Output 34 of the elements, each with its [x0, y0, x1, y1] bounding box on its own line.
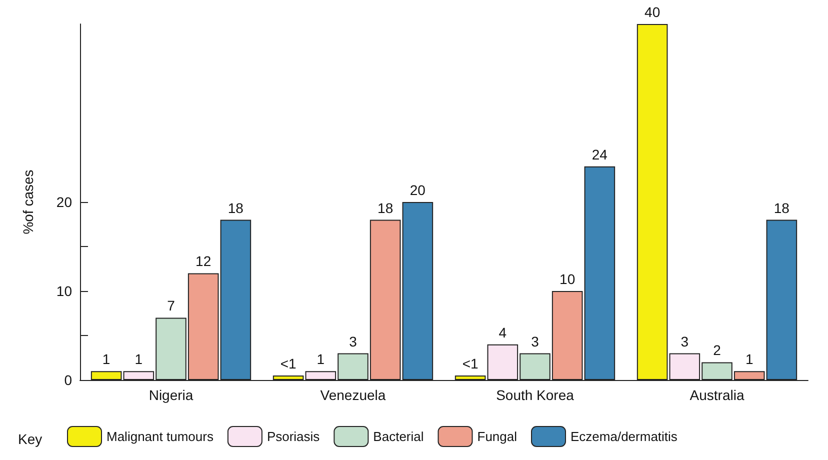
data-label: 1 [134, 351, 143, 368]
data-label: 2 [713, 342, 722, 358]
data-label: 20 [410, 182, 426, 198]
data-label: 3 [349, 333, 358, 350]
legend-label: Eczema/dermatitis [570, 429, 678, 444]
data-label: 1 [745, 351, 754, 368]
data-label: 40 [644, 4, 660, 20]
data-label: 4 [498, 324, 507, 340]
data-label: 18 [378, 200, 394, 216]
x-tick-label: Nigeria [148, 387, 194, 403]
data-label: 1 [316, 351, 325, 368]
data-label: 24 [592, 146, 608, 162]
legend-label: Malignant tumours [106, 429, 214, 444]
data-label: 7 [167, 298, 176, 314]
x-tick-label: South Korea [496, 387, 574, 403]
y-tick-label: 10 [56, 283, 72, 299]
data-label: 10 [560, 271, 576, 287]
data-label: 12 [196, 253, 212, 270]
legend-label: Psoriasis [266, 429, 320, 444]
x-tick-label: Australia [690, 387, 744, 403]
y-tick-label: 0 [64, 372, 72, 388]
data-label: <1 [462, 356, 479, 372]
legend-title: Key [18, 431, 42, 447]
y-axis-title: %of cases [20, 170, 36, 234]
data-label: <1 [280, 356, 297, 372]
data-label: 18 [774, 200, 790, 216]
data-label: 18 [228, 200, 244, 216]
data-label: 1 [102, 351, 110, 368]
x-tick-label: Venezuela [320, 387, 386, 403]
legend-label: Fungal [477, 429, 518, 444]
data-label: 3 [531, 333, 540, 350]
data-label: 3 [680, 333, 689, 350]
legend-label: Bacterial [373, 429, 424, 444]
y-tick-label: 20 [56, 194, 72, 210]
